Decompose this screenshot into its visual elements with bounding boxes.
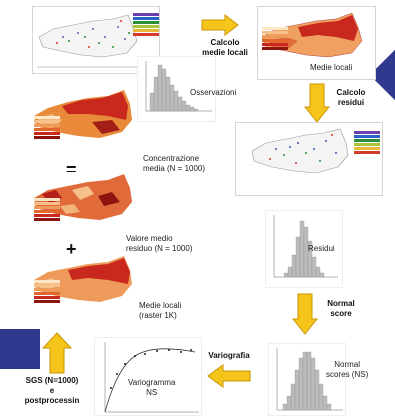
- medie-locali-raster-label: Medie locali (raster 1K): [139, 301, 182, 320]
- variogramma-plot: [94, 337, 202, 416]
- equals-sign: =: [66, 160, 77, 180]
- valore-medio-residuo-label: Valore medio residuo (N = 1000): [126, 234, 193, 253]
- variografia-label: Variografia: [208, 351, 250, 360]
- normal-scores-histogram: [268, 343, 346, 416]
- residui-points-map: [235, 122, 383, 196]
- normal-scores-label: Normal scores (NS): [326, 360, 369, 379]
- arrow-right-icon: [201, 14, 239, 36]
- plus-sign: +: [66, 239, 77, 259]
- medie-locali-map: Medie locali: [257, 6, 376, 80]
- osservazioni-histogram: [137, 56, 216, 122]
- concentrazione-media-label: Concentrazione media (N = 1000): [143, 154, 206, 173]
- observation-points-map: [32, 6, 160, 74]
- variogramma-label: Variogramma NS: [128, 378, 176, 397]
- arrow-down-normal-score-icon: [292, 293, 318, 335]
- medie-locali-label: Medie locali: [310, 63, 353, 72]
- calcolo-medie-locali-label: Calcolo medie locali: [202, 38, 248, 57]
- arrow-down-icon: [304, 83, 330, 123]
- residui-histogram: [265, 210, 343, 288]
- normal-score-label: Normal score: [327, 299, 355, 318]
- medie-locali-raster-map: [32, 254, 134, 316]
- calcolo-residui-label: Calcolo residui: [336, 88, 366, 107]
- concentrazione-media-map: [32, 86, 134, 158]
- arrow-up-icon: [42, 332, 72, 374]
- valore-medio-residuo-map: [32, 172, 134, 234]
- sgs-label: SGS (N=1000) e postprocessin: [24, 376, 80, 405]
- osservazioni-label: Osservazioni: [190, 88, 237, 97]
- residui-label: Residui: [308, 244, 335, 253]
- arrow-left-icon: [207, 364, 251, 388]
- navy-accent-left: [0, 329, 40, 369]
